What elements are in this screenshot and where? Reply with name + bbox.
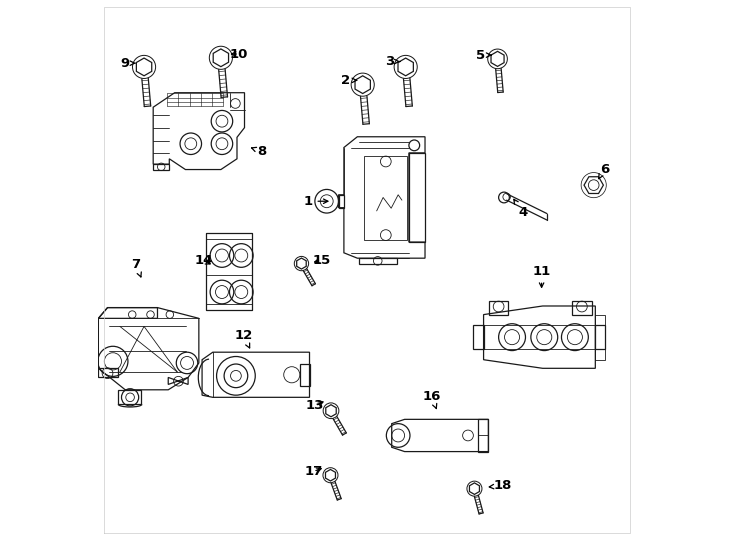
Text: 9: 9 <box>120 57 135 70</box>
Text: 3: 3 <box>385 55 400 68</box>
Text: 15: 15 <box>312 254 330 267</box>
Text: 11: 11 <box>532 265 550 287</box>
Text: 1: 1 <box>303 195 328 208</box>
Text: 13: 13 <box>305 400 324 413</box>
Text: 8: 8 <box>252 145 267 158</box>
Text: 18: 18 <box>490 480 512 492</box>
Text: 4: 4 <box>514 199 528 219</box>
Text: 16: 16 <box>422 390 440 409</box>
Text: 2: 2 <box>341 74 357 87</box>
Text: 17: 17 <box>304 465 322 478</box>
Text: 6: 6 <box>599 163 609 179</box>
Text: 7: 7 <box>131 258 142 277</box>
Text: 12: 12 <box>234 329 252 348</box>
Text: 14: 14 <box>195 254 213 267</box>
Text: 5: 5 <box>476 49 491 62</box>
Text: 10: 10 <box>230 48 248 60</box>
